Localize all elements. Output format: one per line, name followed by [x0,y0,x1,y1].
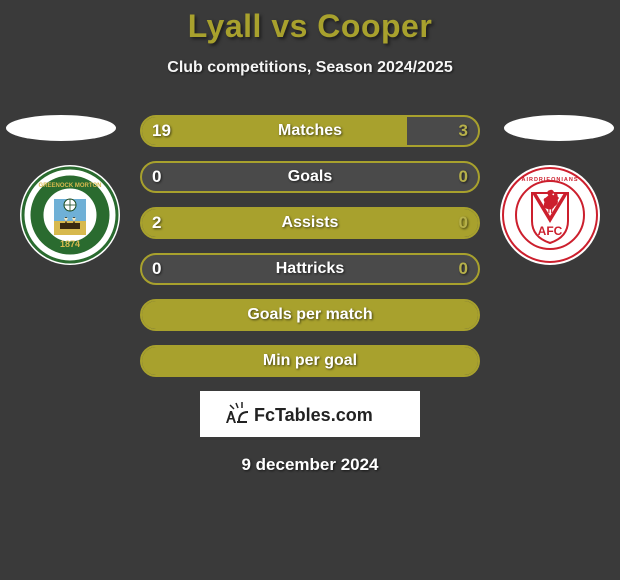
stat-row-min-per-goal: Min per goal [140,345,480,377]
stat-label: Hattricks [140,253,480,285]
stat-row-goals: 0 Goals 0 [140,161,480,193]
stat-right-value: 0 [459,253,468,285]
stat-label: Min per goal [140,345,480,377]
svg-text:1874: 1874 [60,239,80,249]
stat-right-value: 0 [459,161,468,193]
stat-row-hattricks: 0 Hattricks 0 [140,253,480,285]
player-marker-right [504,115,614,141]
fctables-logo-icon: FcTables.com [220,399,400,429]
stat-label: Goals per match [140,299,480,331]
svg-text:GREENOCK MORTON: GREENOCK MORTON [39,183,102,189]
date-text: 9 december 2024 [0,455,620,475]
stat-bars: 19 Matches 3 0 Goals 0 2 Assists 0 0 Hat… [140,115,480,377]
brand-box: FcTables.com [200,391,420,437]
stat-label: Goals [140,161,480,193]
player-marker-left [6,115,116,141]
stat-label: Matches [140,115,480,147]
club-badge-left: GREENOCK MORTON 1874 [20,165,120,265]
page-title: Lyall vs Cooper [0,0,620,45]
stat-label: Assists [140,207,480,239]
svg-text:AIRDRIEONIANS: AIRDRIEONIANS [521,177,578,183]
club-badge-right: AIRDRIEONIANS AFC [500,165,600,265]
stat-row-assists: 2 Assists 0 [140,207,480,239]
stat-right-value: 3 [459,115,468,147]
stat-row-goals-per-match: Goals per match [140,299,480,331]
svg-text:AFC: AFC [538,224,563,238]
page-subtitle: Club competitions, Season 2024/2025 [0,59,620,77]
stat-right-value: 0 [459,207,468,239]
brand-text: FcTables.com [254,405,373,425]
stat-row-matches: 19 Matches 3 [140,115,480,147]
infographic-body: GREENOCK MORTON 1874 AIRDRIEONIANS [0,115,620,475]
